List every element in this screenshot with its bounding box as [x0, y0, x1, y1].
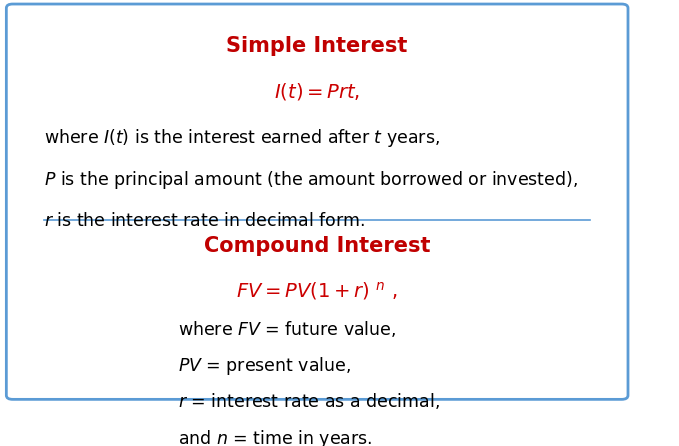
Text: $r$ is the interest rate in decimal form.: $r$ is the interest rate in decimal form…	[44, 212, 366, 230]
Text: $P$ is the principal amount (the amount borrowed or invested),: $P$ is the principal amount (the amount …	[44, 169, 579, 191]
Text: Compound Interest: Compound Interest	[204, 236, 430, 256]
Text: $I(t) = Prt,$: $I(t) = Prt,$	[274, 81, 361, 102]
Text: Simple Interest: Simple Interest	[227, 36, 408, 56]
Text: where $FV$ = future value,: where $FV$ = future value,	[178, 319, 396, 339]
Text: $FV = PV(1 + r)\ ^{n}\ ,$: $FV = PV(1 + r)\ ^{n}\ ,$	[236, 281, 398, 302]
FancyBboxPatch shape	[6, 4, 628, 399]
Text: and $n$ = time in years.: and $n$ = time in years.	[178, 428, 372, 446]
Text: $r$ = interest rate as a decimal,: $r$ = interest rate as a decimal,	[178, 391, 439, 411]
Text: where $I(t)$ is the interest earned after $t$ years,: where $I(t)$ is the interest earned afte…	[44, 127, 440, 149]
Text: $PV$ = present value,: $PV$ = present value,	[178, 355, 351, 377]
